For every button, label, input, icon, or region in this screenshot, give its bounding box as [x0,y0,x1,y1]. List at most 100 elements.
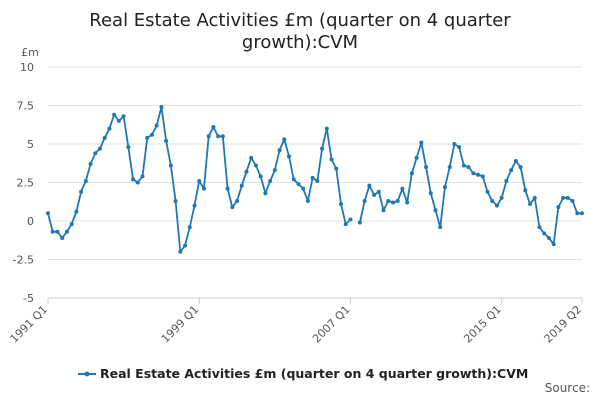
data-point [197,178,202,183]
data-point [457,145,462,150]
data-point [60,235,65,240]
legend[interactable]: Real Estate Activities £m (quarter on 4 … [78,366,528,381]
data-point [263,191,268,196]
data-point [447,165,452,170]
data-point [452,142,457,146]
data-point [187,225,192,230]
data-point [93,151,98,156]
data-point [546,235,551,240]
data-point [518,165,523,170]
data-point [173,198,178,203]
data-point [386,198,391,203]
data-point [121,114,126,119]
data-point [480,174,485,179]
data-point [405,200,410,205]
data-point [55,229,60,234]
data-point [466,165,471,170]
data-point [523,188,528,193]
data-point [561,195,566,200]
data-point [315,178,320,183]
data-point [97,146,102,151]
data-point [239,183,244,188]
data-point [107,126,112,131]
data-point [253,163,258,168]
data-point [244,169,249,174]
data-point [537,225,542,230]
data-point [268,178,273,183]
data-point [206,134,211,139]
data-point [88,162,93,167]
data-point [159,105,164,110]
series-line [47,106,582,253]
data-point [575,211,580,216]
data-point [320,146,325,151]
y-tick-label: 7.5 [17,100,35,113]
data-point [79,189,84,194]
x-tick-label: 2015 Q1 [461,303,504,346]
x-tick-label: 2019 Q2 [542,303,585,346]
y-tick-label: -2.5 [13,254,34,267]
data-point [235,198,240,203]
data-point [164,138,169,143]
y-axis-tick-labels: -5 -2.5 0 2.5 5 7.5 10 [13,61,34,305]
data-point [338,202,343,207]
y-tick-label: 5 [27,138,34,151]
data-point [296,182,301,187]
data-point [409,171,414,176]
data-point [348,217,353,222]
data-point [362,198,367,203]
series-line-group [47,106,582,253]
data-point [528,202,533,207]
chart-title: Real Estate Activities £m (quarter on 4 … [89,10,511,53]
y-tick-label: 10 [20,61,34,74]
data-point [372,192,377,197]
data-point [192,203,197,208]
data-point [249,155,254,160]
data-point [343,222,348,227]
data-point [211,125,216,130]
data-point [310,175,315,180]
data-point [74,209,79,214]
data-point [329,157,334,162]
x-tick-label: 2007 Q1 [310,303,353,346]
data-point [112,112,117,117]
data-point [216,134,221,139]
data-point [532,195,537,200]
data-point [69,222,74,227]
data-point [277,148,282,153]
data-point [504,178,509,183]
data-point [287,154,292,159]
data-point [116,118,121,123]
chart-title-line-1: Real Estate Activities £m (quarter on 4 … [89,10,511,31]
data-point [570,198,575,203]
data-point [301,186,306,191]
data-point [499,195,504,200]
data-point [485,189,490,194]
data-point [580,211,584,216]
data-point [282,137,287,142]
data-point [168,163,173,168]
data-point [64,229,69,234]
y-tick-label: -5 [23,292,34,305]
data-point [424,165,429,170]
data-point [494,203,499,208]
data-point [183,243,188,248]
data-point [50,229,55,234]
data-point [376,189,381,194]
data-point [471,171,476,176]
y-tick-label: 0 [27,215,34,228]
data-point [291,177,296,182]
data-point [357,220,362,225]
data-point [140,174,145,179]
data-point [390,200,395,205]
data-point [476,172,481,177]
data-point [83,178,88,183]
y-axis-unit-label: £m [21,46,39,59]
data-point [131,177,136,182]
y-tick-label: 2.5 [17,177,35,190]
gridlines [48,66,582,299]
data-point [334,166,339,171]
data-point [305,198,310,203]
legend-label: Real Estate Activities £m (quarter on 4 … [100,366,528,381]
